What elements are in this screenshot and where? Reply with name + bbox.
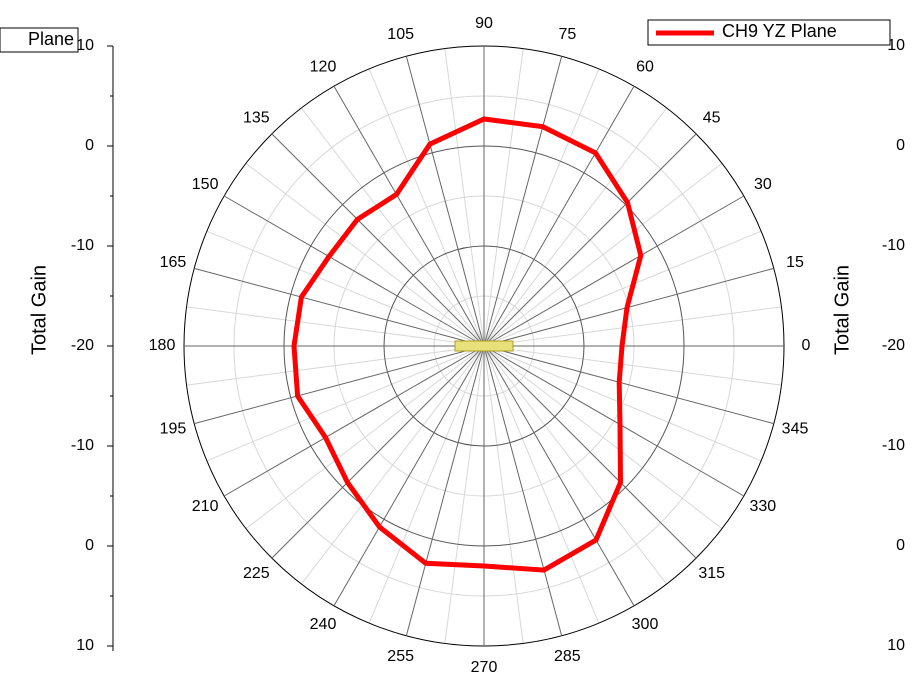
spoke [405,56,485,347]
grid: 0 15 30 45 60 75 90 105 120 135 150 165 180 195 210 225… [149,15,811,676]
r-tick-label: -20 [71,337,94,354]
r-tick-label: -10 [882,437,905,454]
minor-spoke [444,48,485,347]
spoke [194,345,485,425]
plot [291,116,644,573]
minor-spoke [483,345,600,624]
left-legend-box [0,27,79,53]
spoke [333,345,485,607]
angle-label: 120 [310,58,337,75]
r-tick-label: -10 [882,237,905,254]
spoke [194,267,485,347]
spoke [483,133,697,347]
spoke [483,345,635,607]
spoke [483,345,697,559]
minor-spoke [368,345,485,624]
r-tick-label: 10 [76,37,94,54]
angle-label: 150 [192,176,219,193]
minor-spoke [245,162,485,347]
spoke [223,195,485,347]
minor-spoke [300,107,485,347]
r-tick-label: -20 [882,337,905,354]
minor-spoke [300,345,485,585]
angle-label: 15 [786,254,804,271]
spoke [223,345,485,497]
angle-label: 210 [192,498,219,515]
angle-label: 45 [703,110,721,127]
minor-spoke [483,345,762,462]
r-tick-label: 0 [85,137,94,154]
spoke [405,345,485,636]
minor-spoke [368,68,485,347]
r-tick-label: 10 [887,37,905,54]
angle-label: 90 [475,15,493,32]
r-axis-label: Total Gain [28,265,50,355]
angle-label: 345 [782,421,809,438]
right-axis-label: Total Gain [831,265,853,355]
spoke [483,56,563,347]
angle-label: 60 [636,58,654,75]
angle-label: 300 [632,616,659,633]
r-tick-label: 0 [85,537,94,554]
legend-text: CH9 YZ Plane [722,21,837,41]
angle-label: 180 [149,337,176,354]
spoke [483,195,745,347]
angle-label: 255 [387,648,414,665]
minor-spoke [483,68,600,347]
minor-spoke [186,306,485,347]
angle-label: 315 [698,565,725,582]
minor-spoke [483,345,782,386]
spoke [271,133,485,347]
minor-spoke [483,345,668,585]
angle-label: 30 [754,176,772,193]
minor-spoke [483,345,723,530]
angle-label: 105 [387,26,414,43]
minor-spoke [245,345,485,530]
angle-label: 135 [243,110,270,127]
left-legend-text: Plane [28,29,74,49]
angle-label: 165 [160,254,187,271]
minor-spoke [483,48,524,347]
spoke [483,85,635,347]
r-tick-label: 0 [896,537,905,554]
spoke [483,345,774,425]
angle-label: 195 [160,421,187,438]
minor-spoke [483,230,762,347]
minor-spoke [483,306,782,347]
minor-spoke [186,345,485,386]
spoke [333,85,485,347]
series-line [291,116,644,573]
angle-label: 0 [802,337,811,354]
angle-label: 240 [310,616,337,633]
r-tick-label: -10 [71,437,94,454]
angle-label: 330 [750,498,777,515]
minor-spoke [483,107,668,347]
minor-spoke [444,345,485,644]
angle-label: 285 [554,648,581,665]
minor-spoke [483,162,723,347]
spoke [271,345,485,559]
center-marker [454,340,514,352]
r-tick-label: 0 [896,137,905,154]
spoke [483,345,563,636]
spoke [483,345,745,497]
minor-spoke [206,345,485,462]
angle-label: 225 [243,565,270,582]
angle-label: 75 [558,26,576,43]
minor-spoke [206,230,485,347]
r-tick-label: 10 [76,637,94,654]
r-tick-label: 10 [887,637,905,654]
minor-spoke [483,345,524,644]
angle-label: 270 [471,659,498,676]
axes: -20 -10 -10 0 0 10 10 -20 -10 -10 0 0 10 10 [71,37,905,654]
r-tick-label: -10 [71,237,94,254]
